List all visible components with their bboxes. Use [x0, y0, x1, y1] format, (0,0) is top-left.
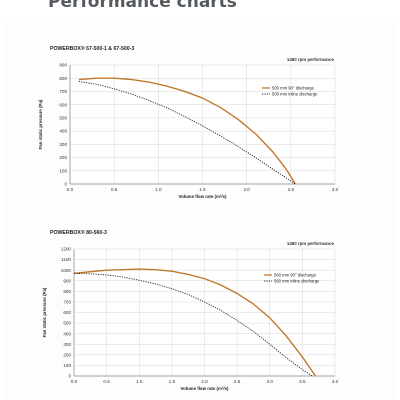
y-tick-label: 900 — [63, 278, 71, 283]
legend-label: 560 mm 90° discharge — [274, 273, 317, 278]
y-tick-label: 600 — [63, 310, 71, 315]
x-tick-label: 3.0 — [267, 379, 274, 384]
y-tick-label: 800 — [63, 289, 71, 294]
series-line-solid — [78, 77, 296, 185]
y-tick-label: 0 — [68, 374, 71, 379]
chart-1-subtitle: 1460 rpm performance — [286, 57, 334, 62]
y-tick-label: 0 — [64, 182, 67, 187]
x-axis-label: Volume flow rate (m³/s) — [179, 194, 228, 199]
y-tick-label: 600 — [59, 102, 67, 107]
x-tick-label: 2.0 — [243, 187, 250, 192]
y-tick-label: 1200 — [61, 247, 72, 252]
chart-2-plot: 0 100 200 300 400 500 600 700 800 900 1000 1100 1200… — [42, 247, 339, 391]
x-tick-label: 0.5 — [103, 379, 110, 384]
chart-2: POWERBOX® 80-560-3 1460 rpm performance … — [0, 224, 400, 400]
y-tick-label: 1000 — [61, 268, 72, 273]
series-line-dotted — [73, 272, 313, 377]
chart-1-plot: 0 100 200 300 400 500 600 700 800 900 0.0 0.5 1.0 1.5… — [38, 63, 339, 199]
y-tick-label: 800 — [59, 76, 67, 81]
legend-label: 500 mm inline discharge — [272, 92, 318, 97]
x-tick-label: 0.0 — [71, 379, 78, 384]
series-line-dotted — [78, 81, 296, 185]
x-tick-label: 1.5 — [199, 187, 206, 192]
chart-2-subtitle: 1460 rpm performance — [286, 241, 334, 246]
chart-2-title: POWERBOX® 80-560-3 — [50, 230, 107, 236]
x-axis-label: Volume flow rate (m³/s) — [181, 386, 230, 391]
y-tick-label: 900 — [59, 63, 67, 68]
y-tick-label: 400 — [59, 129, 67, 134]
y-tick-label: 200 — [59, 155, 67, 160]
x-tick-label: 1.0 — [136, 379, 143, 384]
y-tick-label: 500 — [59, 115, 67, 120]
y-tick-label: 200 — [63, 352, 71, 357]
y-tick-label: 100 — [59, 168, 67, 173]
x-tick-label: 2.5 — [288, 187, 295, 192]
x-tick-label: 1.5 — [169, 379, 176, 384]
y-tick-label: 700 — [59, 89, 67, 94]
y-tick-label: 300 — [63, 342, 71, 347]
y-axis-label: Fan static pressure (Pa) — [38, 99, 43, 149]
y-tick-label: 400 — [63, 331, 71, 336]
x-tick-label: 2.0 — [201, 379, 208, 384]
legend-label: 500 mm 90° discharge — [272, 86, 315, 91]
y-tick-label: 100 — [63, 363, 71, 368]
x-tick-label: 2.5 — [234, 379, 241, 384]
chart-1-title: POWERBOX® 67-500-1 & 67-500-3 — [50, 46, 135, 52]
y-tick-label: 1100 — [61, 257, 71, 262]
x-tick-label: 1.0 — [155, 187, 162, 192]
x-tick-label: 0.0 — [67, 187, 74, 192]
legend-label: 560 mm inline discharge — [274, 279, 320, 284]
x-tick-label: 3.0 — [332, 187, 339, 192]
y-tick-label: 700 — [63, 300, 71, 305]
page-title: Performance charts — [48, 0, 237, 12]
x-tick-label: 4.0 — [332, 379, 339, 384]
series-line-solid — [73, 268, 317, 377]
y-tick-label: 300 — [59, 142, 67, 147]
y-tick-label: 500 — [63, 321, 71, 326]
x-tick-label: 3.5 — [299, 379, 306, 384]
y-axis-label: Fan static pressure (Pa) — [42, 287, 47, 337]
x-tick-label: 0.5 — [111, 187, 118, 192]
chart-1: POWERBOX® 67-500-1 & 67-500-3 1460 rpm p… — [0, 40, 400, 208]
